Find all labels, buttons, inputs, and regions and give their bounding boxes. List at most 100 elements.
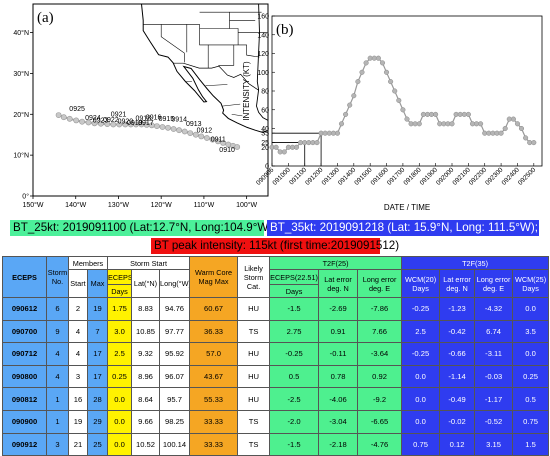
table-cell: 6.74 — [474, 319, 514, 344]
table-row: 090912 3 21 25 0.0 10.52 100.14 33.33 TS -1.5 -2.1… — [2, 432, 550, 456]
table-cell: -0.11 — [318, 342, 359, 366]
intensity-point — [388, 79, 394, 85]
y-tick-label: 0° — [22, 193, 29, 201]
track-point — [98, 120, 104, 127]
intensity-point — [379, 60, 386, 66]
track-date-label: 0915 — [159, 116, 175, 123]
table-cell: 100.14 — [159, 432, 191, 456]
table-cell: -3.64 — [357, 342, 403, 366]
y-tick-label: 40°N — [13, 29, 29, 37]
state-border — [160, 24, 185, 63]
table-cell: -0.52 — [474, 409, 514, 434]
state-border — [229, 28, 239, 45]
table-cell: 0.25 — [512, 364, 550, 389]
table-cell: 8.83 — [131, 297, 161, 321]
table-cell: -3.11 — [474, 342, 514, 366]
track-point — [60, 114, 67, 121]
track-date-label: 0919 — [127, 120, 143, 127]
track-point — [176, 127, 182, 134]
table-cell: 9.32 — [131, 342, 161, 366]
header-likely: Likely Storm Cat. — [237, 256, 271, 298]
intensity-point — [523, 135, 529, 141]
table-cell: -2.69 — [318, 297, 359, 321]
table-cell: -7.86 — [357, 297, 403, 321]
intensity-point — [347, 102, 353, 108]
map-frame — [32, 3, 269, 197]
table-cell: 0.0 — [512, 342, 550, 366]
table-cell: 2.5 — [401, 319, 441, 344]
track-point — [73, 117, 80, 124]
table-cell: 3.0 — [107, 319, 133, 344]
table-cell: 21 — [68, 432, 88, 456]
table-cell: 4 — [46, 342, 69, 366]
x-tick-label: 150°W — [22, 201, 43, 209]
intensity-point — [416, 121, 422, 127]
table-cell: 0.78 — [318, 364, 359, 389]
table-cell: 98.25 — [159, 409, 191, 434]
table-cell: 17 — [86, 342, 109, 366]
table-cell: -4.76 — [357, 432, 403, 456]
header-long-err35: Long error deg. E — [474, 269, 514, 298]
table-cell: 090612 — [2, 297, 47, 321]
table-cell: 0.0 — [401, 387, 441, 411]
table-cell: 0.0 — [107, 432, 133, 456]
bt-peak-banner: BT peak intensity: 115kt (first time:201… — [151, 238, 399, 254]
table-cell: TS — [237, 319, 271, 344]
table-cell: TS — [237, 432, 271, 456]
track-point — [181, 128, 188, 135]
table-cell: 97.77 — [159, 319, 191, 344]
header-warm-core: Warm Core Mag Max — [189, 256, 239, 298]
table-cell: 1.5 — [512, 432, 550, 456]
header-lat-err: Lat error deg. N — [318, 269, 359, 298]
table-cell: -9.2 — [357, 387, 403, 411]
table-cell: 7 — [86, 319, 109, 344]
mexico-state-border — [231, 114, 243, 117]
intensity-point — [396, 97, 402, 103]
track-point — [116, 121, 123, 128]
table-cell: HU — [237, 364, 271, 389]
header-eceps-days: ECEPS — [107, 269, 133, 285]
table-cell: 090912 — [2, 432, 47, 456]
track-point — [66, 115, 73, 122]
y-tick-label: 20 — [261, 145, 269, 152]
intensity-point — [314, 140, 320, 146]
table-cell: 090900 — [2, 409, 47, 434]
state-border — [233, 44, 260, 58]
track-date-label: 0913 — [186, 121, 202, 128]
table-cell: 2 — [68, 297, 88, 321]
intensity-point — [433, 111, 439, 117]
table-cell: -0.25 — [269, 342, 320, 366]
track-date-label: 0914 — [171, 117, 187, 124]
x-axis-label: DATE / TIME — [384, 203, 430, 212]
table-cell: 0.75 — [401, 432, 441, 456]
track-point — [234, 144, 241, 150]
header-long-err: Long error deg. E — [357, 269, 403, 298]
table-row: 090612 6 2 19 1.75 8.83 94.76 60.67 HU -1.5 -2.69-… — [2, 297, 550, 321]
table-cell: 8.96 — [131, 364, 161, 389]
track-point — [91, 120, 98, 127]
table-cell: HU — [237, 387, 271, 411]
table-cell: 10.52 — [131, 432, 161, 456]
y-tick-label: 60 — [261, 107, 269, 114]
table-cell: 0.0 — [401, 409, 441, 434]
coastline — [141, 3, 269, 133]
mexico-state-border — [205, 84, 228, 86]
track-point — [79, 118, 85, 125]
intensity-point — [281, 149, 287, 155]
table-row: 090800 4 3 17 0.25 8.96 96.07 43.67 HU 0.5 0.78 0.9… — [2, 364, 550, 389]
y-tick-label: 80 — [261, 89, 269, 96]
table-cell: -1.23 — [439, 297, 476, 321]
intensity-point — [355, 79, 361, 85]
table-cell: -1.14 — [439, 364, 476, 389]
intensity-point — [363, 60, 369, 66]
table-cell: 33.33 — [189, 432, 239, 456]
track-point — [192, 131, 199, 138]
track-point — [104, 121, 111, 127]
intensity-point — [293, 144, 300, 150]
table-cell: 090800 — [2, 364, 47, 389]
table-cell: 19 — [68, 409, 88, 434]
track-date-label: 0920 — [118, 119, 134, 126]
y-axis-label: INTENSITY (KT) — [242, 61, 251, 121]
intensity-point — [334, 130, 341, 136]
table-cell: 0.25 — [107, 364, 133, 389]
